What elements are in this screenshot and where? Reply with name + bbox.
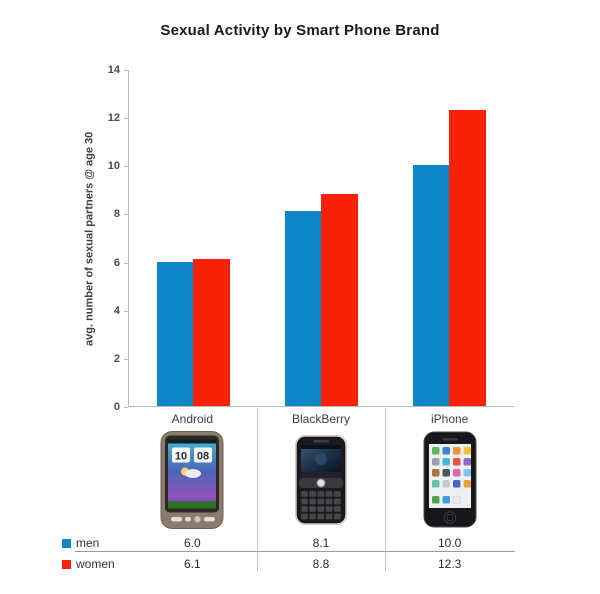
android-phone-cell: 10 08 — [128, 429, 257, 531]
android-phone-image: 10 08 — [160, 431, 224, 529]
iphone-phone-cell — [385, 429, 514, 531]
bar-men-blackberry — [284, 211, 322, 406]
women-android-value: 6.1 — [183, 557, 201, 571]
chart-title: Sexual Activity by Smart Phone Brand — [160, 22, 440, 39]
trackpad-button — [193, 515, 202, 524]
table-row-women: women 6.1 8.8 12.3 — [0, 556, 514, 572]
category-label-android: Android — [171, 412, 214, 426]
y-tick-mark — [124, 310, 128, 312]
clock-tile-minutes — [194, 447, 213, 463]
men-android-value: 6.0 — [183, 536, 201, 550]
x-axis-labels: Android BlackBerry iPhone — [128, 412, 514, 426]
bar-women-iphone — [449, 109, 487, 406]
plot-area — [128, 70, 514, 407]
category-label-blackberry: BlackBerry — [292, 412, 351, 426]
y-tick-mark — [124, 407, 128, 408]
women-legend-label: women — [76, 557, 115, 571]
y-tick-label-6: 6 — [113, 256, 120, 269]
speaker-slot — [313, 440, 329, 443]
table-row-men: men 6.0 8.1 10.0 — [0, 535, 514, 551]
bar-men-android — [156, 261, 194, 406]
y-tick-mark — [124, 214, 128, 216]
column-divider-1 — [257, 408, 258, 571]
clock-tile-hours — [172, 447, 191, 463]
bar-women-android — [192, 259, 230, 406]
table-row-divider — [75, 551, 515, 552]
legend-men: men — [0, 536, 128, 550]
home-button — [443, 511, 456, 524]
women-blackberry-value: 8.8 — [312, 557, 330, 571]
blackberry-phone-image — [295, 435, 347, 525]
y-tick-mark — [124, 70, 128, 71]
y-tick-label-12: 12 — [107, 112, 120, 125]
category-group-android — [129, 70, 257, 406]
y-tick-label-8: 8 — [113, 208, 120, 221]
y-tick-label-14: 14 — [107, 64, 120, 76]
y-tick-mark — [124, 118, 128, 120]
android-clock-hours: 10 — [175, 451, 187, 463]
category-group-blackberry — [257, 70, 385, 406]
y-tick-label-4: 4 — [113, 304, 120, 317]
column-divider-2 — [385, 408, 386, 571]
bar-men-iphone — [413, 165, 451, 406]
category-group-iphone — [386, 70, 514, 406]
y-tick-mark — [124, 262, 128, 264]
men-iphone-value: 10.0 — [437, 536, 462, 550]
android-clock-minutes: 08 — [197, 451, 209, 463]
bar-women-blackberry — [320, 194, 358, 406]
iphone-phone-image — [423, 431, 477, 528]
phone-images-row: 10 08 — [128, 429, 514, 531]
women-legend-swatch — [62, 559, 71, 569]
y-tick-label-2: 2 — [113, 352, 120, 365]
trackball — [316, 478, 326, 488]
category-label-iphone: iPhone — [430, 412, 469, 426]
men-blackberry-value: 8.1 — [312, 536, 330, 550]
men-legend-swatch — [62, 538, 71, 548]
blackberry-phone-cell — [257, 429, 386, 531]
qwerty-keyboard — [300, 490, 342, 520]
y-tick-label-0: 0 — [113, 401, 120, 413]
weather-cloud-icon — [185, 469, 202, 478]
men-legend-label: men — [76, 536, 100, 550]
app-icon-grid — [431, 447, 471, 504]
y-tick-label-10: 10 — [107, 160, 120, 173]
earpiece-slot — [441, 438, 458, 441]
women-iphone-value: 12.3 — [437, 557, 462, 571]
legend-women: women — [0, 557, 128, 571]
y-tick-mark — [124, 166, 128, 168]
y-tick-mark — [124, 358, 128, 360]
home-button-square-icon — [446, 514, 453, 521]
